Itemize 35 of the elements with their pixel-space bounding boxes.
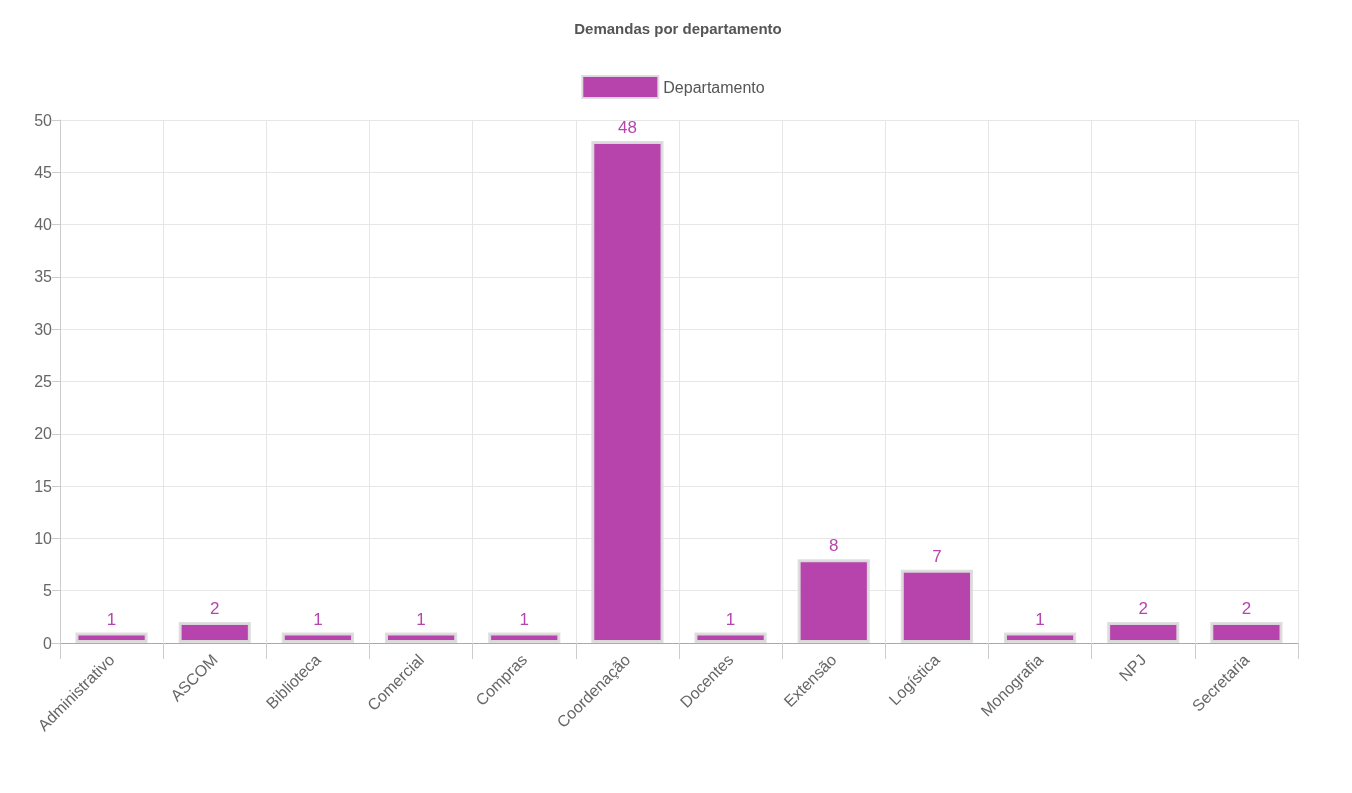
- data-label: 2: [210, 599, 220, 619]
- x-tick-label: NPJ: [1115, 650, 1150, 685]
- bar: [1003, 632, 1077, 643]
- chart-title: Demandas por departamento: [574, 20, 782, 37]
- bar: [694, 632, 767, 643]
- y-tick-label: 40: [34, 216, 53, 234]
- data-label: 1: [519, 609, 529, 629]
- data-label: 1: [1035, 609, 1045, 629]
- bar: [1107, 622, 1180, 643]
- bar: [281, 632, 355, 643]
- data-label: 2: [1138, 599, 1148, 619]
- data-label: 8: [829, 536, 839, 556]
- bar: [1210, 622, 1283, 643]
- bar: [384, 632, 458, 643]
- y-tick-label: 0: [43, 634, 53, 652]
- y-tick-label: 15: [34, 477, 53, 495]
- data-label: 48: [617, 117, 637, 137]
- data-label: 1: [313, 609, 323, 629]
- bar: [488, 632, 561, 643]
- data-label: 1: [416, 609, 426, 629]
- legend-label: Departamento: [663, 78, 765, 96]
- bar: [75, 632, 148, 643]
- data-label: 1: [106, 609, 117, 629]
- y-tick-label: 45: [34, 163, 53, 181]
- bar: [178, 622, 251, 643]
- y-tick-label: 25: [34, 373, 53, 390]
- y-tick-label: 50: [34, 111, 53, 129]
- data-label: 7: [932, 546, 942, 566]
- y-tick-label: 10: [34, 529, 53, 547]
- y-tick-label: 20: [34, 425, 53, 443]
- y-tick-label: 30: [34, 320, 53, 338]
- data-label: 2: [1241, 599, 1252, 619]
- y-tick-label: 35: [34, 268, 53, 286]
- data-label: 1: [725, 609, 736, 629]
- y-tick-label: 5: [43, 582, 53, 600]
